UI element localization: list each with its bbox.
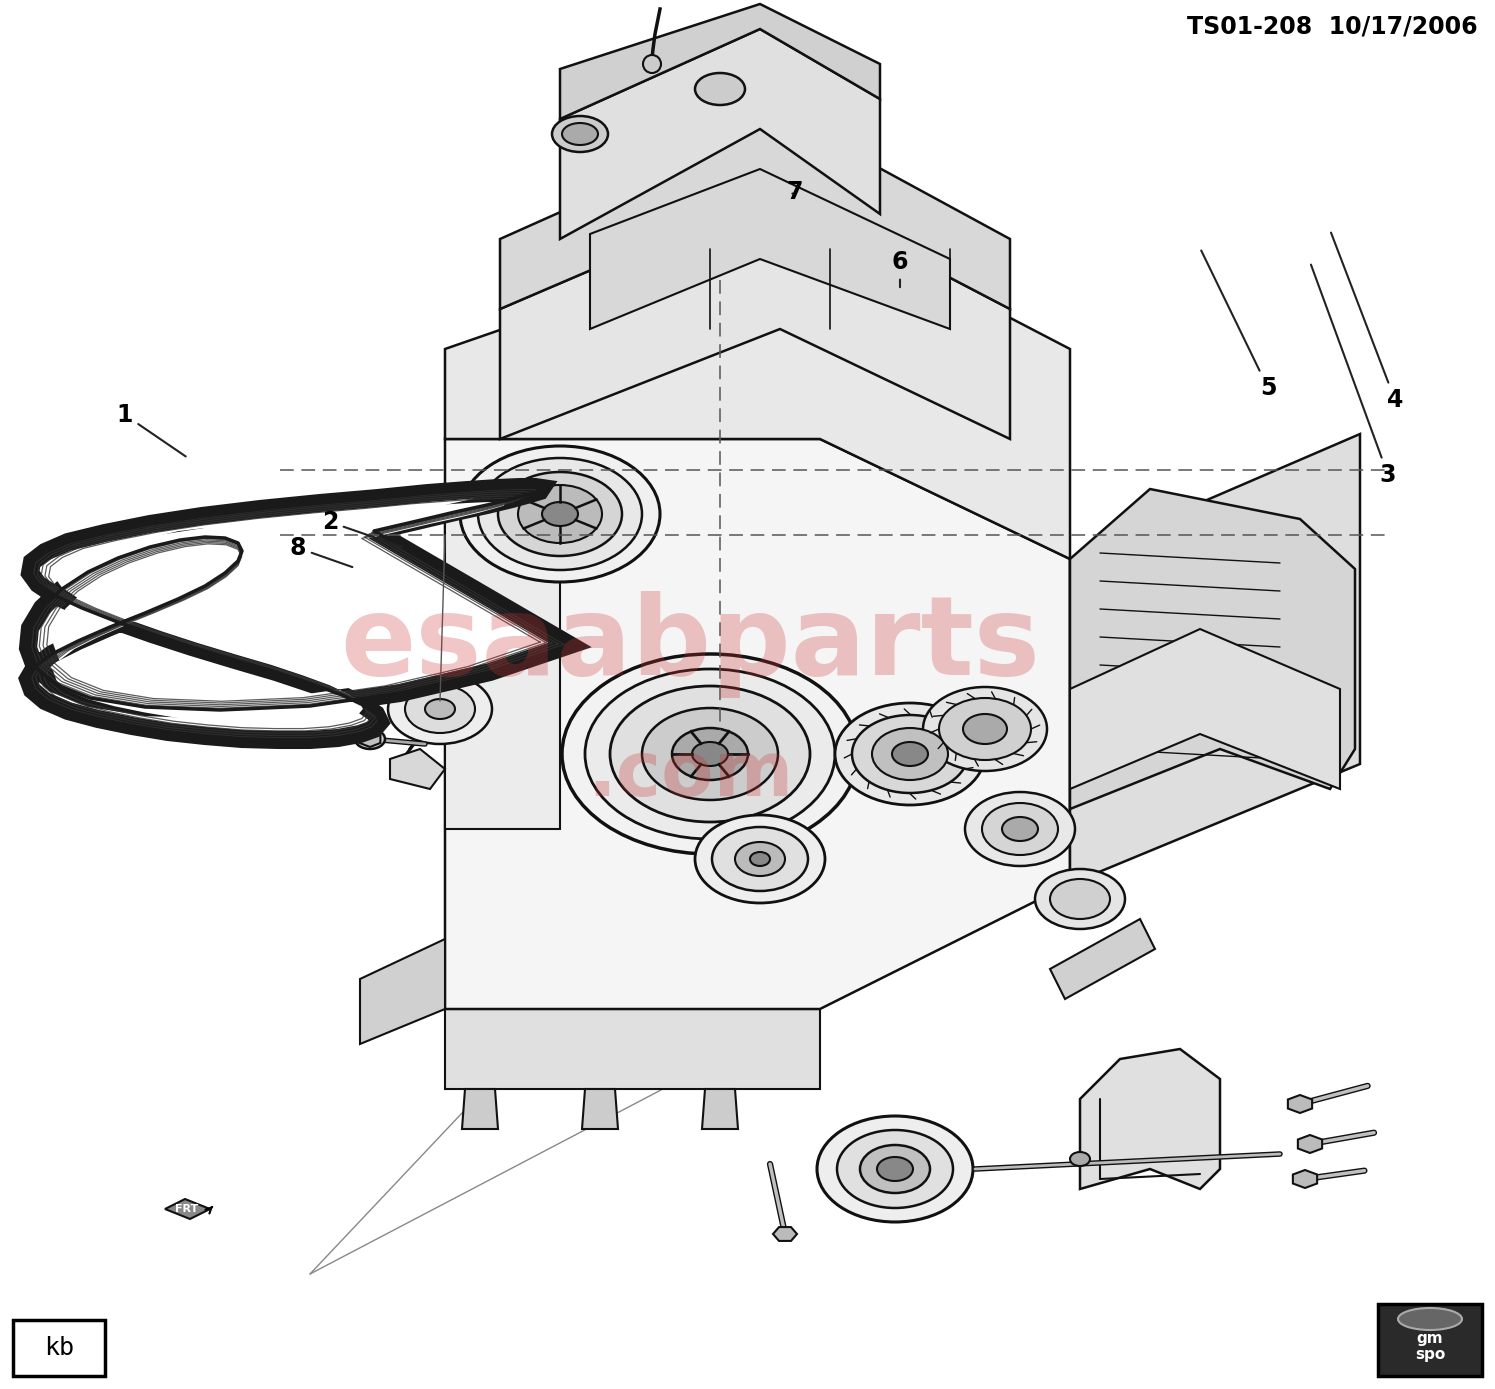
Polygon shape — [1079, 1049, 1220, 1189]
Text: 2: 2 — [321, 510, 402, 547]
Ellipse shape — [963, 714, 1008, 745]
Ellipse shape — [405, 685, 475, 733]
Ellipse shape — [478, 458, 641, 569]
Polygon shape — [1293, 1170, 1317, 1188]
Ellipse shape — [860, 1145, 930, 1193]
Ellipse shape — [712, 826, 807, 890]
Polygon shape — [446, 499, 561, 829]
Ellipse shape — [517, 485, 602, 543]
Ellipse shape — [692, 742, 728, 765]
Ellipse shape — [964, 792, 1075, 865]
Polygon shape — [446, 219, 1070, 558]
Text: 5: 5 — [1200, 250, 1277, 400]
Polygon shape — [582, 1089, 617, 1129]
Polygon shape — [54, 503, 531, 725]
Polygon shape — [591, 169, 949, 329]
Polygon shape — [561, 29, 881, 239]
Polygon shape — [499, 189, 1011, 439]
FancyBboxPatch shape — [1378, 1304, 1482, 1376]
Polygon shape — [28, 488, 570, 740]
Text: .com: .com — [588, 738, 794, 813]
Polygon shape — [1049, 920, 1156, 999]
Ellipse shape — [1070, 1151, 1090, 1165]
Text: 6: 6 — [891, 250, 909, 288]
Ellipse shape — [750, 851, 770, 865]
Polygon shape — [703, 1089, 739, 1129]
Polygon shape — [1070, 433, 1360, 883]
Polygon shape — [773, 1226, 797, 1240]
Ellipse shape — [872, 728, 948, 781]
Polygon shape — [360, 939, 446, 1045]
Ellipse shape — [837, 1131, 952, 1208]
Text: kb: kb — [43, 1336, 73, 1360]
Ellipse shape — [562, 124, 598, 144]
Ellipse shape — [1049, 879, 1109, 920]
Ellipse shape — [1002, 817, 1038, 840]
Ellipse shape — [893, 742, 928, 765]
Text: FRT: FRT — [175, 1204, 199, 1214]
Ellipse shape — [425, 699, 454, 720]
Ellipse shape — [1398, 1308, 1462, 1331]
Ellipse shape — [354, 729, 386, 749]
Polygon shape — [390, 749, 446, 789]
Ellipse shape — [610, 686, 810, 822]
Ellipse shape — [389, 674, 492, 745]
Ellipse shape — [816, 1115, 973, 1222]
Ellipse shape — [852, 715, 967, 793]
Text: 3: 3 — [1311, 265, 1396, 488]
Text: 8: 8 — [290, 536, 353, 567]
Ellipse shape — [695, 74, 745, 106]
Text: spo: spo — [1414, 1347, 1446, 1363]
Ellipse shape — [641, 708, 777, 800]
Polygon shape — [360, 731, 380, 747]
Ellipse shape — [939, 699, 1032, 760]
Polygon shape — [1070, 489, 1354, 808]
Ellipse shape — [498, 472, 622, 556]
Text: gm: gm — [1417, 1332, 1443, 1346]
Text: esaabparts: esaabparts — [339, 592, 1041, 699]
Ellipse shape — [562, 654, 858, 854]
Polygon shape — [1298, 1135, 1322, 1153]
Text: 7: 7 — [786, 181, 803, 204]
Ellipse shape — [643, 56, 661, 74]
Ellipse shape — [836, 703, 985, 806]
Polygon shape — [446, 439, 1070, 1008]
Ellipse shape — [671, 728, 748, 781]
Text: TS01-208  10/17/2006: TS01-208 10/17/2006 — [1187, 14, 1479, 38]
Polygon shape — [462, 1089, 498, 1129]
Ellipse shape — [982, 803, 1058, 856]
Ellipse shape — [552, 117, 608, 151]
Text: 4: 4 — [1331, 232, 1404, 413]
Ellipse shape — [922, 688, 1046, 771]
Ellipse shape — [585, 669, 836, 839]
FancyBboxPatch shape — [13, 1320, 105, 1376]
Polygon shape — [499, 114, 1011, 308]
Ellipse shape — [736, 842, 785, 876]
Text: 1: 1 — [117, 403, 185, 457]
Polygon shape — [1070, 629, 1340, 789]
Ellipse shape — [695, 815, 825, 903]
Polygon shape — [561, 4, 881, 119]
Polygon shape — [1287, 1095, 1313, 1113]
Polygon shape — [446, 1008, 819, 1089]
Ellipse shape — [1035, 870, 1126, 929]
Ellipse shape — [878, 1157, 913, 1181]
Ellipse shape — [543, 501, 579, 526]
Polygon shape — [164, 1199, 209, 1220]
Ellipse shape — [460, 446, 659, 582]
